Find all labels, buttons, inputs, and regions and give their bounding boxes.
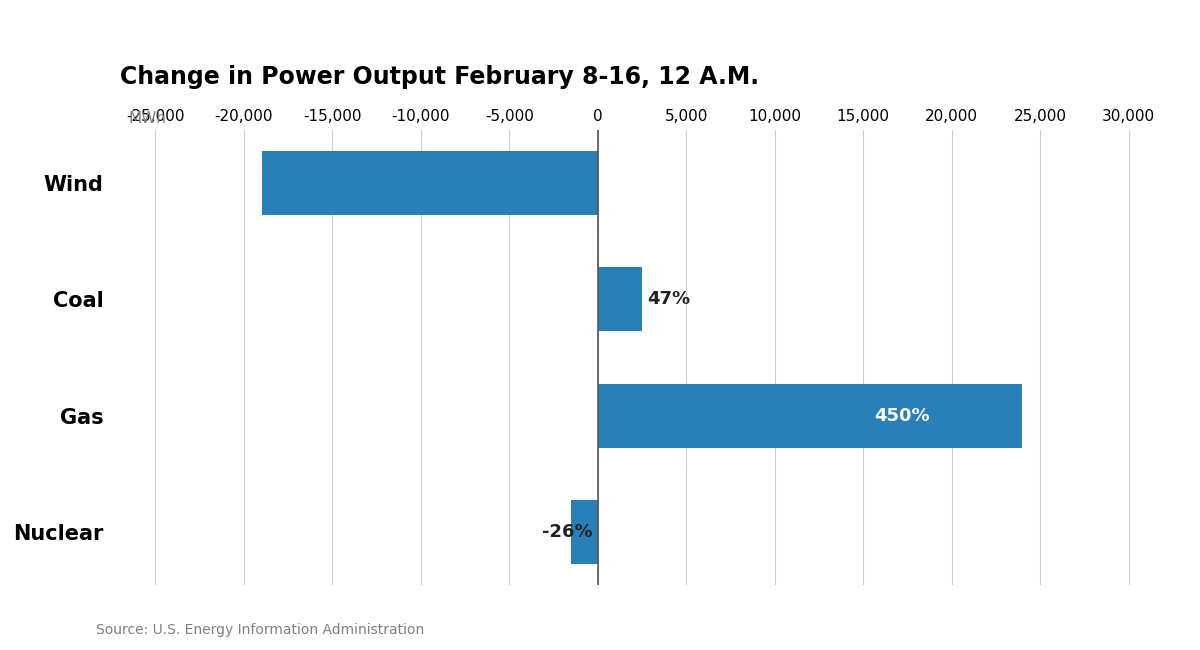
Bar: [598, 267, 642, 332]
Text: -26%: -26%: [542, 523, 593, 541]
Text: -93%: -93%: [614, 174, 665, 192]
Text: Source: U.S. Energy Information Administration: Source: U.S. Energy Information Administ…: [96, 623, 425, 637]
Text: 47%: 47%: [647, 291, 690, 308]
Bar: [598, 384, 1022, 448]
Text: 450%: 450%: [874, 407, 930, 424]
Text: Change in Power Output February 8-16, 12 A.M.: Change in Power Output February 8-16, 12…: [120, 66, 760, 90]
Bar: [262, 151, 598, 214]
Text: MWh: MWh: [128, 111, 167, 126]
Bar: [571, 500, 598, 564]
